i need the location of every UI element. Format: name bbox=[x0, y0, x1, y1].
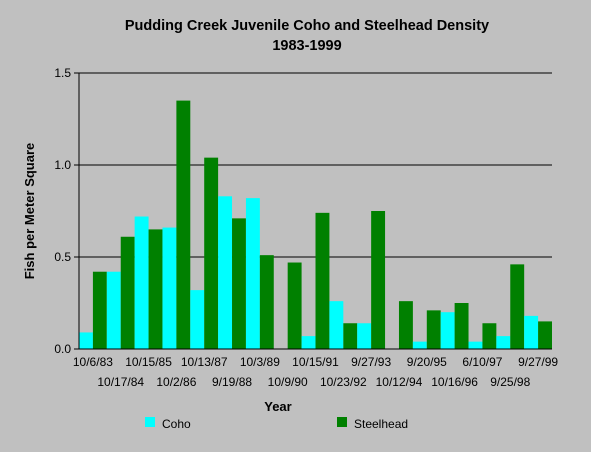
bars bbox=[79, 100, 552, 349]
bar-steelhead bbox=[176, 100, 191, 349]
bar-coho bbox=[106, 271, 121, 349]
x-tick-label: 10/23/92 bbox=[320, 375, 367, 389]
bar-steelhead bbox=[398, 301, 413, 349]
x-tick-label: 10/3/89 bbox=[240, 355, 280, 369]
x-tick-label: 10/15/91 bbox=[292, 355, 339, 369]
y-tick-label: 1.0 bbox=[54, 158, 71, 172]
y-tick-label: 0.0 bbox=[54, 342, 71, 356]
x-tick-label: 6/10/97 bbox=[462, 355, 502, 369]
x-tick-label: 10/6/83 bbox=[73, 355, 113, 369]
bar-coho bbox=[79, 332, 93, 349]
bar-coho bbox=[357, 323, 372, 349]
chart-subtitle: 1983-1999 bbox=[272, 38, 341, 54]
bar-steelhead bbox=[510, 264, 525, 349]
bar-coho bbox=[162, 227, 177, 349]
x-tick-label: 9/27/93 bbox=[351, 355, 391, 369]
bar-steelhead bbox=[232, 218, 246, 349]
bar-steelhead bbox=[204, 157, 219, 349]
bar-steelhead bbox=[426, 310, 441, 349]
bar-steelhead bbox=[482, 323, 497, 349]
bar-coho bbox=[412, 341, 427, 349]
bar-coho bbox=[440, 312, 455, 349]
legend: Coho Steelhead bbox=[145, 417, 408, 431]
x-tick-label: 10/12/94 bbox=[376, 375, 423, 389]
bar-steelhead bbox=[371, 211, 386, 349]
bar-steelhead bbox=[259, 255, 274, 349]
bar-coho bbox=[329, 301, 344, 349]
x-tick-label: 10/15/85 bbox=[125, 355, 172, 369]
chart-title: Pudding Creek Juvenile Coho and Steelhea… bbox=[125, 18, 489, 34]
bar-coho bbox=[496, 336, 511, 349]
bar-coho bbox=[468, 341, 483, 349]
bar-coho bbox=[134, 216, 149, 349]
bar-steelhead bbox=[287, 262, 302, 349]
x-axis-label: Year bbox=[264, 399, 291, 414]
x-tick-label: 10/2/86 bbox=[156, 375, 196, 389]
x-tick-label: 9/20/95 bbox=[407, 355, 447, 369]
x-tick-label: 9/19/88 bbox=[212, 375, 252, 389]
bar-steelhead bbox=[454, 303, 469, 349]
x-tick-label: 10/17/84 bbox=[97, 375, 144, 389]
x-tick-label: 9/27/99 bbox=[518, 355, 558, 369]
y-tick-labels: 0.0 0.5 1.0 1.5 bbox=[54, 66, 71, 356]
x-tick-label: 10/9/90 bbox=[268, 375, 308, 389]
legend-label-steelhead: Steelhead bbox=[354, 417, 408, 431]
bar-steelhead bbox=[148, 229, 163, 349]
bar-coho bbox=[190, 290, 205, 349]
bar-coho bbox=[524, 315, 539, 349]
bar-steelhead bbox=[120, 236, 135, 349]
x-tick-label: 9/25/98 bbox=[490, 375, 530, 389]
bar-coho bbox=[245, 198, 260, 349]
y-tick-label: 0.5 bbox=[54, 250, 71, 264]
bar-steelhead bbox=[315, 212, 330, 349]
x-tick-labels: 10/6/83 10/17/84 10/15/85 10/2/86 10/13/87 9/… bbox=[73, 355, 559, 389]
y-tick-label: 1.5 bbox=[54, 66, 71, 80]
y-axis-label: Fish per Meter Square bbox=[22, 143, 37, 280]
legend-swatch-coho bbox=[145, 417, 155, 427]
legend-label-coho: Coho bbox=[162, 417, 191, 431]
x-tick-label: 10/13/87 bbox=[181, 355, 228, 369]
axes bbox=[78, 73, 552, 350]
bar-steelhead bbox=[538, 321, 552, 349]
legend-swatch-steelhead bbox=[337, 417, 347, 427]
x-tick-label: 10/16/96 bbox=[431, 375, 478, 389]
bar-coho bbox=[301, 336, 316, 349]
bar-coho bbox=[218, 196, 233, 349]
bar-steelhead bbox=[343, 323, 358, 349]
bar-steelhead bbox=[92, 271, 107, 349]
